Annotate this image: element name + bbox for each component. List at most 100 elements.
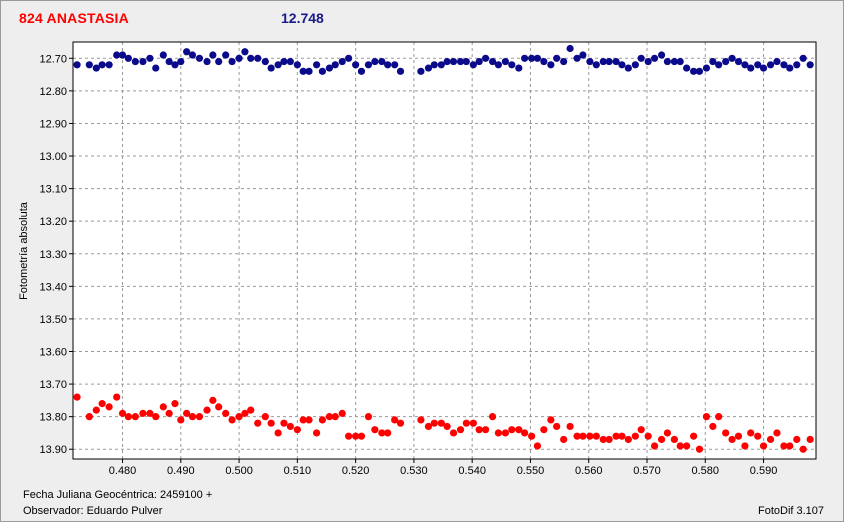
data-point xyxy=(728,435,736,444)
data-point xyxy=(709,422,717,431)
y-tick-label: 12.90 xyxy=(39,118,67,130)
data-point xyxy=(159,403,167,411)
data-point xyxy=(605,57,613,66)
data-point xyxy=(631,61,639,69)
data-point xyxy=(488,413,497,421)
y-tick-label: 13.70 xyxy=(39,379,67,391)
data-point xyxy=(695,67,704,75)
data-point xyxy=(786,64,794,72)
data-point xyxy=(338,57,346,66)
data-point xyxy=(773,429,781,437)
data-point xyxy=(469,419,477,427)
data-point xyxy=(780,442,788,450)
data-point xyxy=(209,396,217,404)
data-point xyxy=(228,57,236,66)
data-point xyxy=(378,429,386,437)
data-point xyxy=(424,422,433,431)
data-point xyxy=(728,54,736,62)
data-point xyxy=(644,57,652,66)
data-point xyxy=(286,422,294,431)
data-point xyxy=(364,413,373,421)
data-point xyxy=(195,413,204,421)
data-point xyxy=(267,419,275,427)
data-point xyxy=(159,51,167,59)
y-tick-label: 13.50 xyxy=(39,314,67,326)
y-tick-label: 12.80 xyxy=(39,86,67,98)
data-point xyxy=(462,57,470,66)
data-point xyxy=(417,416,425,424)
object-name: 824 ANASTASIA xyxy=(19,10,129,26)
data-point xyxy=(702,413,711,421)
data-point xyxy=(475,426,483,434)
data-point xyxy=(152,64,160,72)
data-point xyxy=(357,432,366,440)
data-point xyxy=(318,416,327,424)
data-point xyxy=(443,57,451,66)
data-point xyxy=(663,57,672,66)
data-point xyxy=(267,64,275,72)
x-tick-label: 0.480 xyxy=(109,465,137,477)
data-point xyxy=(488,57,497,66)
data-point xyxy=(741,61,749,69)
data-point xyxy=(222,409,230,417)
data-point xyxy=(650,442,659,450)
comparison-series xyxy=(73,393,814,453)
y-axis-label: Fotometría absoluta xyxy=(18,201,30,300)
data-point xyxy=(515,64,523,72)
data-point xyxy=(98,400,106,408)
data-point xyxy=(396,67,405,75)
data-point xyxy=(702,64,711,72)
data-point xyxy=(650,54,659,62)
data-point xyxy=(124,413,132,421)
data-point xyxy=(566,44,574,53)
data-point xyxy=(305,416,313,424)
data-point xyxy=(676,57,684,66)
data-point xyxy=(793,61,801,69)
data-point xyxy=(113,393,121,401)
data-point xyxy=(631,432,639,440)
data-point xyxy=(734,57,743,66)
data-point xyxy=(644,432,652,440)
data-point xyxy=(599,57,607,66)
data-point xyxy=(139,409,147,417)
y-tick-label: 13.60 xyxy=(39,346,67,358)
data-point xyxy=(579,432,587,440)
data-point xyxy=(624,64,632,72)
data-point xyxy=(741,442,749,450)
x-tick-label: 0.580 xyxy=(692,465,720,477)
data-point xyxy=(183,48,191,56)
data-point xyxy=(624,435,632,444)
data-point xyxy=(618,61,626,69)
data-point xyxy=(241,409,249,417)
x-tick-label: 0.570 xyxy=(633,465,661,477)
data-point xyxy=(92,64,100,72)
data-point xyxy=(657,435,666,444)
data-point xyxy=(105,403,113,411)
y-tick-label: 13.00 xyxy=(39,151,67,163)
data-point xyxy=(443,422,451,431)
data-point xyxy=(215,57,223,66)
data-point xyxy=(118,409,127,417)
data-point xyxy=(766,435,775,444)
data-point xyxy=(325,64,334,72)
data-point xyxy=(171,400,179,408)
data-point xyxy=(73,61,81,69)
data-point xyxy=(481,54,490,62)
data-point xyxy=(618,432,626,440)
data-point xyxy=(773,57,781,66)
data-point xyxy=(345,432,353,440)
data-point xyxy=(670,57,678,66)
data-point xyxy=(709,57,717,66)
data-point xyxy=(241,48,249,56)
x-tick-label: 0.560 xyxy=(575,465,603,477)
data-point xyxy=(357,67,366,75)
y-tick-label: 13.10 xyxy=(39,184,67,196)
data-point xyxy=(131,57,139,66)
data-point xyxy=(456,426,465,434)
data-point xyxy=(566,422,574,431)
data-point xyxy=(690,432,698,440)
data-point xyxy=(318,67,327,75)
data-point xyxy=(139,57,147,66)
data-point xyxy=(573,432,581,440)
data-point xyxy=(118,51,127,59)
